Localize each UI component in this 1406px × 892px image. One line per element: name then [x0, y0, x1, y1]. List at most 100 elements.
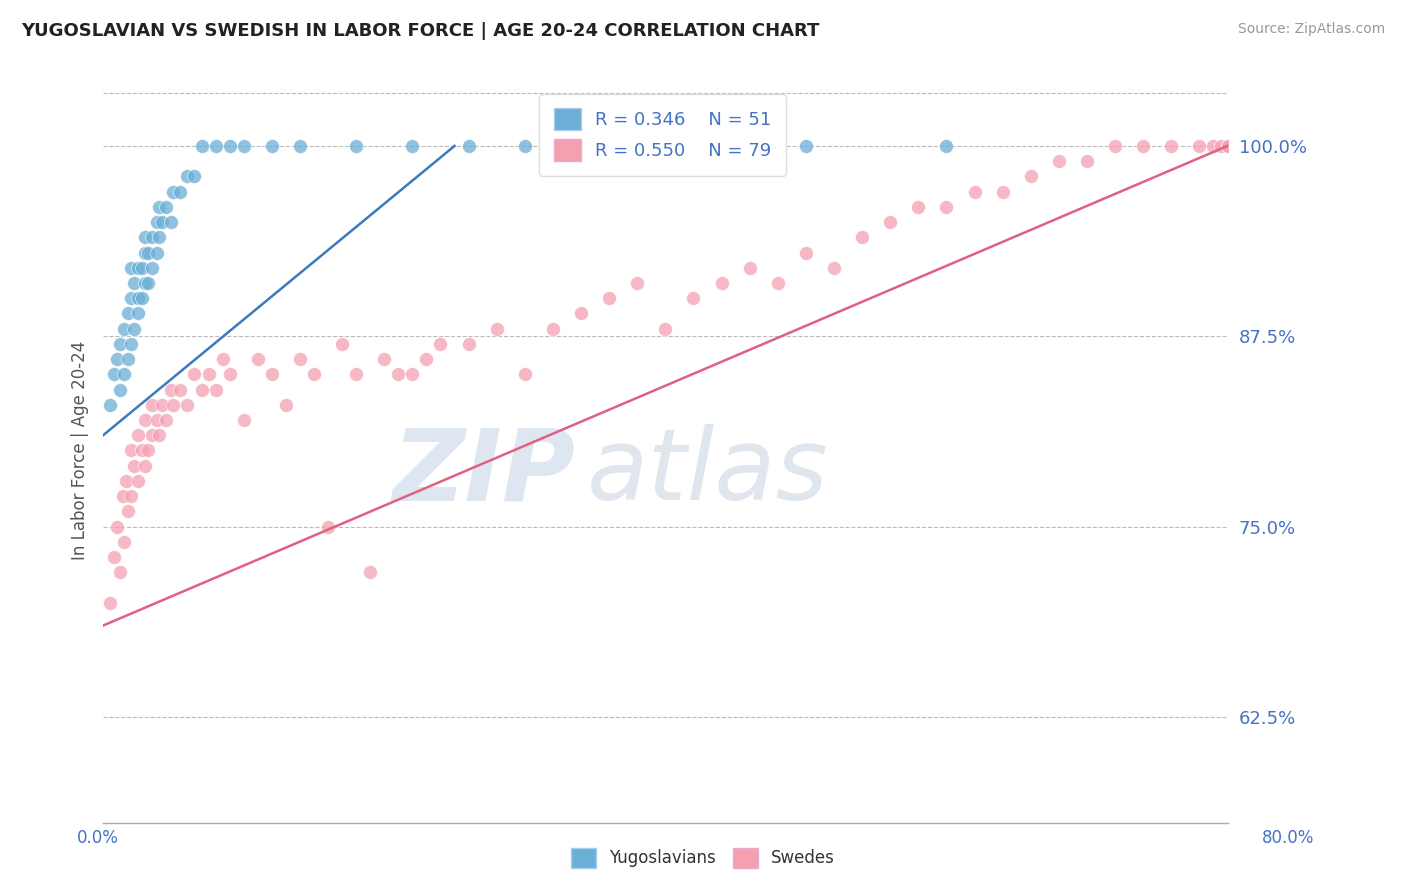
- Point: [145, 245, 167, 260]
- Text: YUGOSLAVIAN VS SWEDISH IN LABOR FORCE | AGE 20-24 CORRELATION CHART: YUGOSLAVIAN VS SWEDISH IN LABOR FORCE | …: [21, 22, 820, 40]
- Y-axis label: In Labor Force | Age 20-24: In Labor Force | Age 20-24: [72, 341, 89, 560]
- Point: [131, 291, 153, 305]
- Legend: Yugoslavians, Swedes: Yugoslavians, Swedes: [564, 841, 842, 875]
- Point: [232, 413, 254, 427]
- Point: [112, 534, 135, 549]
- Point: [794, 245, 817, 260]
- Point: [344, 368, 367, 382]
- Point: [127, 260, 149, 275]
- Point: [387, 368, 409, 382]
- Point: [1209, 139, 1232, 153]
- Text: 0.0%: 0.0%: [77, 829, 120, 847]
- Point: [134, 413, 156, 427]
- Point: [122, 276, 145, 290]
- Point: [122, 458, 145, 473]
- Point: [794, 139, 817, 153]
- Point: [159, 215, 181, 229]
- Point: [131, 260, 153, 275]
- Point: [108, 337, 131, 351]
- Point: [583, 139, 606, 153]
- Point: [429, 337, 451, 351]
- Point: [145, 215, 167, 229]
- Point: [260, 368, 283, 382]
- Point: [148, 230, 170, 244]
- Point: [302, 368, 325, 382]
- Point: [134, 276, 156, 290]
- Point: [1076, 154, 1098, 169]
- Point: [457, 337, 479, 351]
- Point: [105, 352, 128, 367]
- Point: [907, 200, 929, 214]
- Point: [145, 413, 167, 427]
- Text: atlas: atlas: [586, 425, 828, 521]
- Point: [879, 215, 901, 229]
- Point: [823, 260, 845, 275]
- Point: [654, 139, 676, 153]
- Point: [103, 549, 125, 564]
- Point: [120, 337, 142, 351]
- Point: [204, 139, 226, 153]
- Point: [103, 368, 125, 382]
- Point: [415, 352, 437, 367]
- Point: [569, 306, 592, 320]
- Point: [141, 230, 163, 244]
- Point: [134, 230, 156, 244]
- Point: [136, 245, 159, 260]
- Point: [114, 474, 136, 488]
- Point: [159, 383, 181, 397]
- Text: ZIP: ZIP: [392, 425, 575, 521]
- Point: [105, 519, 128, 533]
- Point: [218, 139, 240, 153]
- Point: [541, 321, 564, 335]
- Point: [150, 215, 173, 229]
- Point: [598, 291, 620, 305]
- Point: [98, 398, 121, 412]
- Point: [183, 169, 205, 184]
- Point: [169, 383, 191, 397]
- Point: [127, 474, 149, 488]
- Point: [162, 398, 184, 412]
- Point: [935, 200, 957, 214]
- Point: [141, 398, 163, 412]
- Point: [1216, 139, 1239, 153]
- Point: [485, 321, 508, 335]
- Text: Source: ZipAtlas.com: Source: ZipAtlas.com: [1237, 22, 1385, 37]
- Point: [127, 428, 149, 442]
- Point: [127, 306, 149, 320]
- Point: [1132, 139, 1154, 153]
- Point: [176, 169, 198, 184]
- Point: [112, 321, 135, 335]
- Point: [134, 245, 156, 260]
- Point: [513, 139, 536, 153]
- Point: [316, 519, 339, 533]
- Point: [1160, 139, 1182, 153]
- Point: [359, 566, 381, 580]
- Point: [1202, 139, 1225, 153]
- Point: [935, 139, 957, 153]
- Point: [190, 139, 212, 153]
- Point: [162, 185, 184, 199]
- Point: [513, 368, 536, 382]
- Point: [260, 139, 283, 153]
- Point: [117, 306, 139, 320]
- Point: [401, 139, 423, 153]
- Point: [246, 352, 269, 367]
- Point: [211, 352, 233, 367]
- Point: [232, 139, 254, 153]
- Point: [197, 368, 219, 382]
- Legend: R = 0.346    N = 51, R = 0.550    N = 79: R = 0.346 N = 51, R = 0.550 N = 79: [540, 94, 786, 176]
- Point: [204, 383, 226, 397]
- Point: [169, 185, 191, 199]
- Point: [111, 489, 134, 503]
- Point: [150, 398, 173, 412]
- Point: [141, 428, 163, 442]
- Point: [274, 398, 297, 412]
- Point: [120, 443, 142, 458]
- Point: [330, 337, 353, 351]
- Point: [120, 489, 142, 503]
- Point: [155, 200, 177, 214]
- Point: [991, 185, 1014, 199]
- Point: [136, 276, 159, 290]
- Point: [1216, 139, 1239, 153]
- Point: [190, 383, 212, 397]
